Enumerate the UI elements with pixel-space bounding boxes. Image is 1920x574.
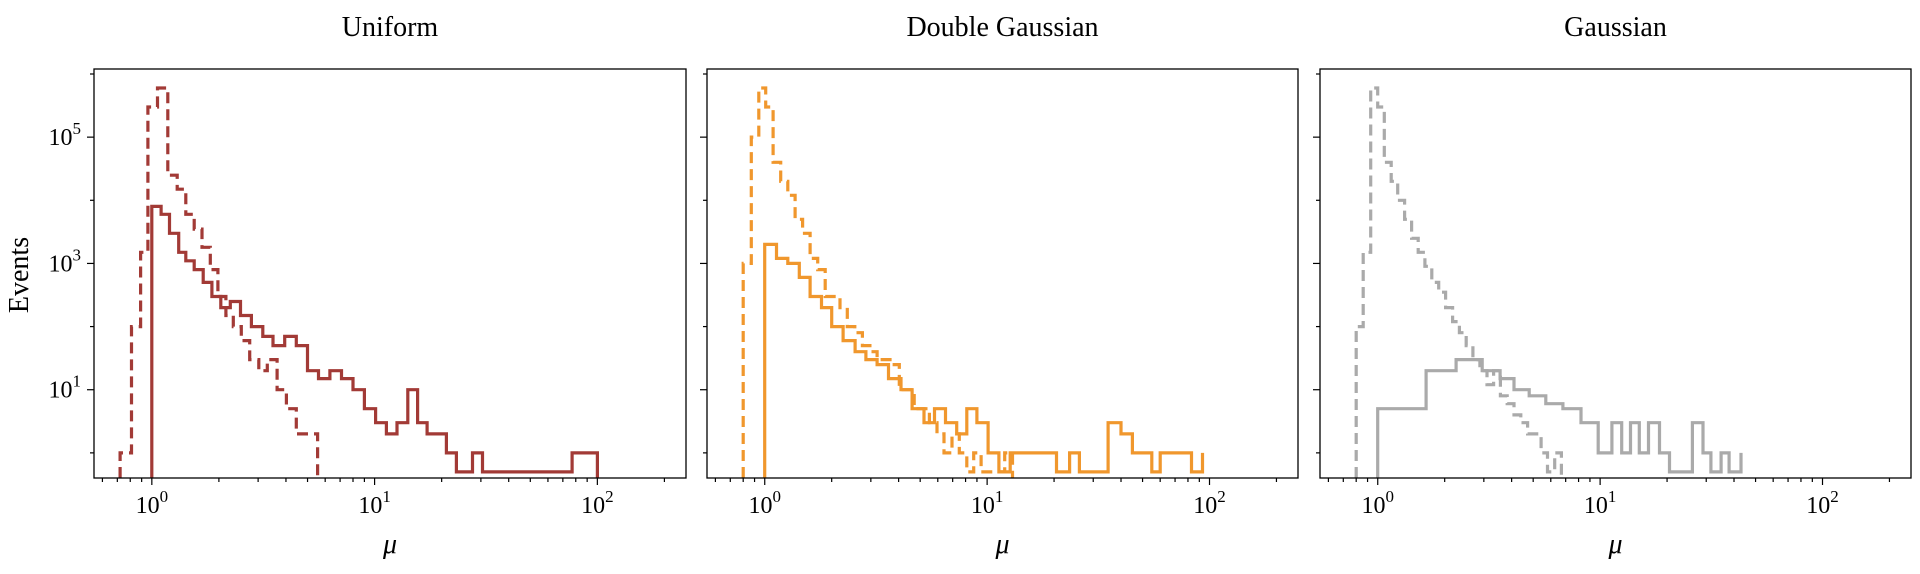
axes-frame [1319, 68, 1912, 479]
x-tick-label: 101 [971, 487, 1004, 519]
histogram-dashed-series [741, 86, 1015, 478]
panel-title: Double Gaussian [906, 12, 1098, 43]
y-tick-label: 103 [49, 245, 82, 277]
histogram-solid-series [1376, 358, 1743, 478]
histogram-dashed-series [118, 86, 320, 478]
chart-panel: Uniform 100 101 102 101 103 105 μ [49, 12, 687, 560]
x-axis-label: μ [994, 529, 1009, 560]
x-tick-label: 102 [581, 487, 614, 519]
panel-title: Gaussian [1564, 12, 1667, 43]
y-tick-label: 101 [49, 372, 82, 404]
histogram-dashed-series [1354, 86, 1563, 478]
panel-title: Uniform [342, 12, 439, 43]
histogram-solid-series [763, 242, 1205, 478]
x-tick-label: 100 [136, 487, 169, 519]
y-tick-label: 105 [49, 119, 82, 151]
histogram-solid-series [150, 204, 599, 478]
x-tick-label: 101 [1584, 487, 1617, 519]
x-axis-label: μ [1607, 529, 1622, 560]
x-tick-label: 102 [1193, 487, 1226, 519]
chart-panel: Double Gaussian 100 101 102 μ [700, 12, 1299, 560]
y-axis-label: Events [4, 237, 35, 313]
x-axis-label: μ [382, 529, 397, 560]
axes-frame [93, 68, 687, 479]
x-tick-label: 102 [1806, 487, 1839, 519]
chart-panel: Gaussian 100 101 102 μ [1313, 12, 1912, 560]
x-tick-label: 100 [1361, 487, 1394, 519]
x-tick-label: 101 [358, 487, 391, 519]
x-tick-label: 100 [748, 487, 781, 519]
axes-frame [706, 68, 1299, 479]
